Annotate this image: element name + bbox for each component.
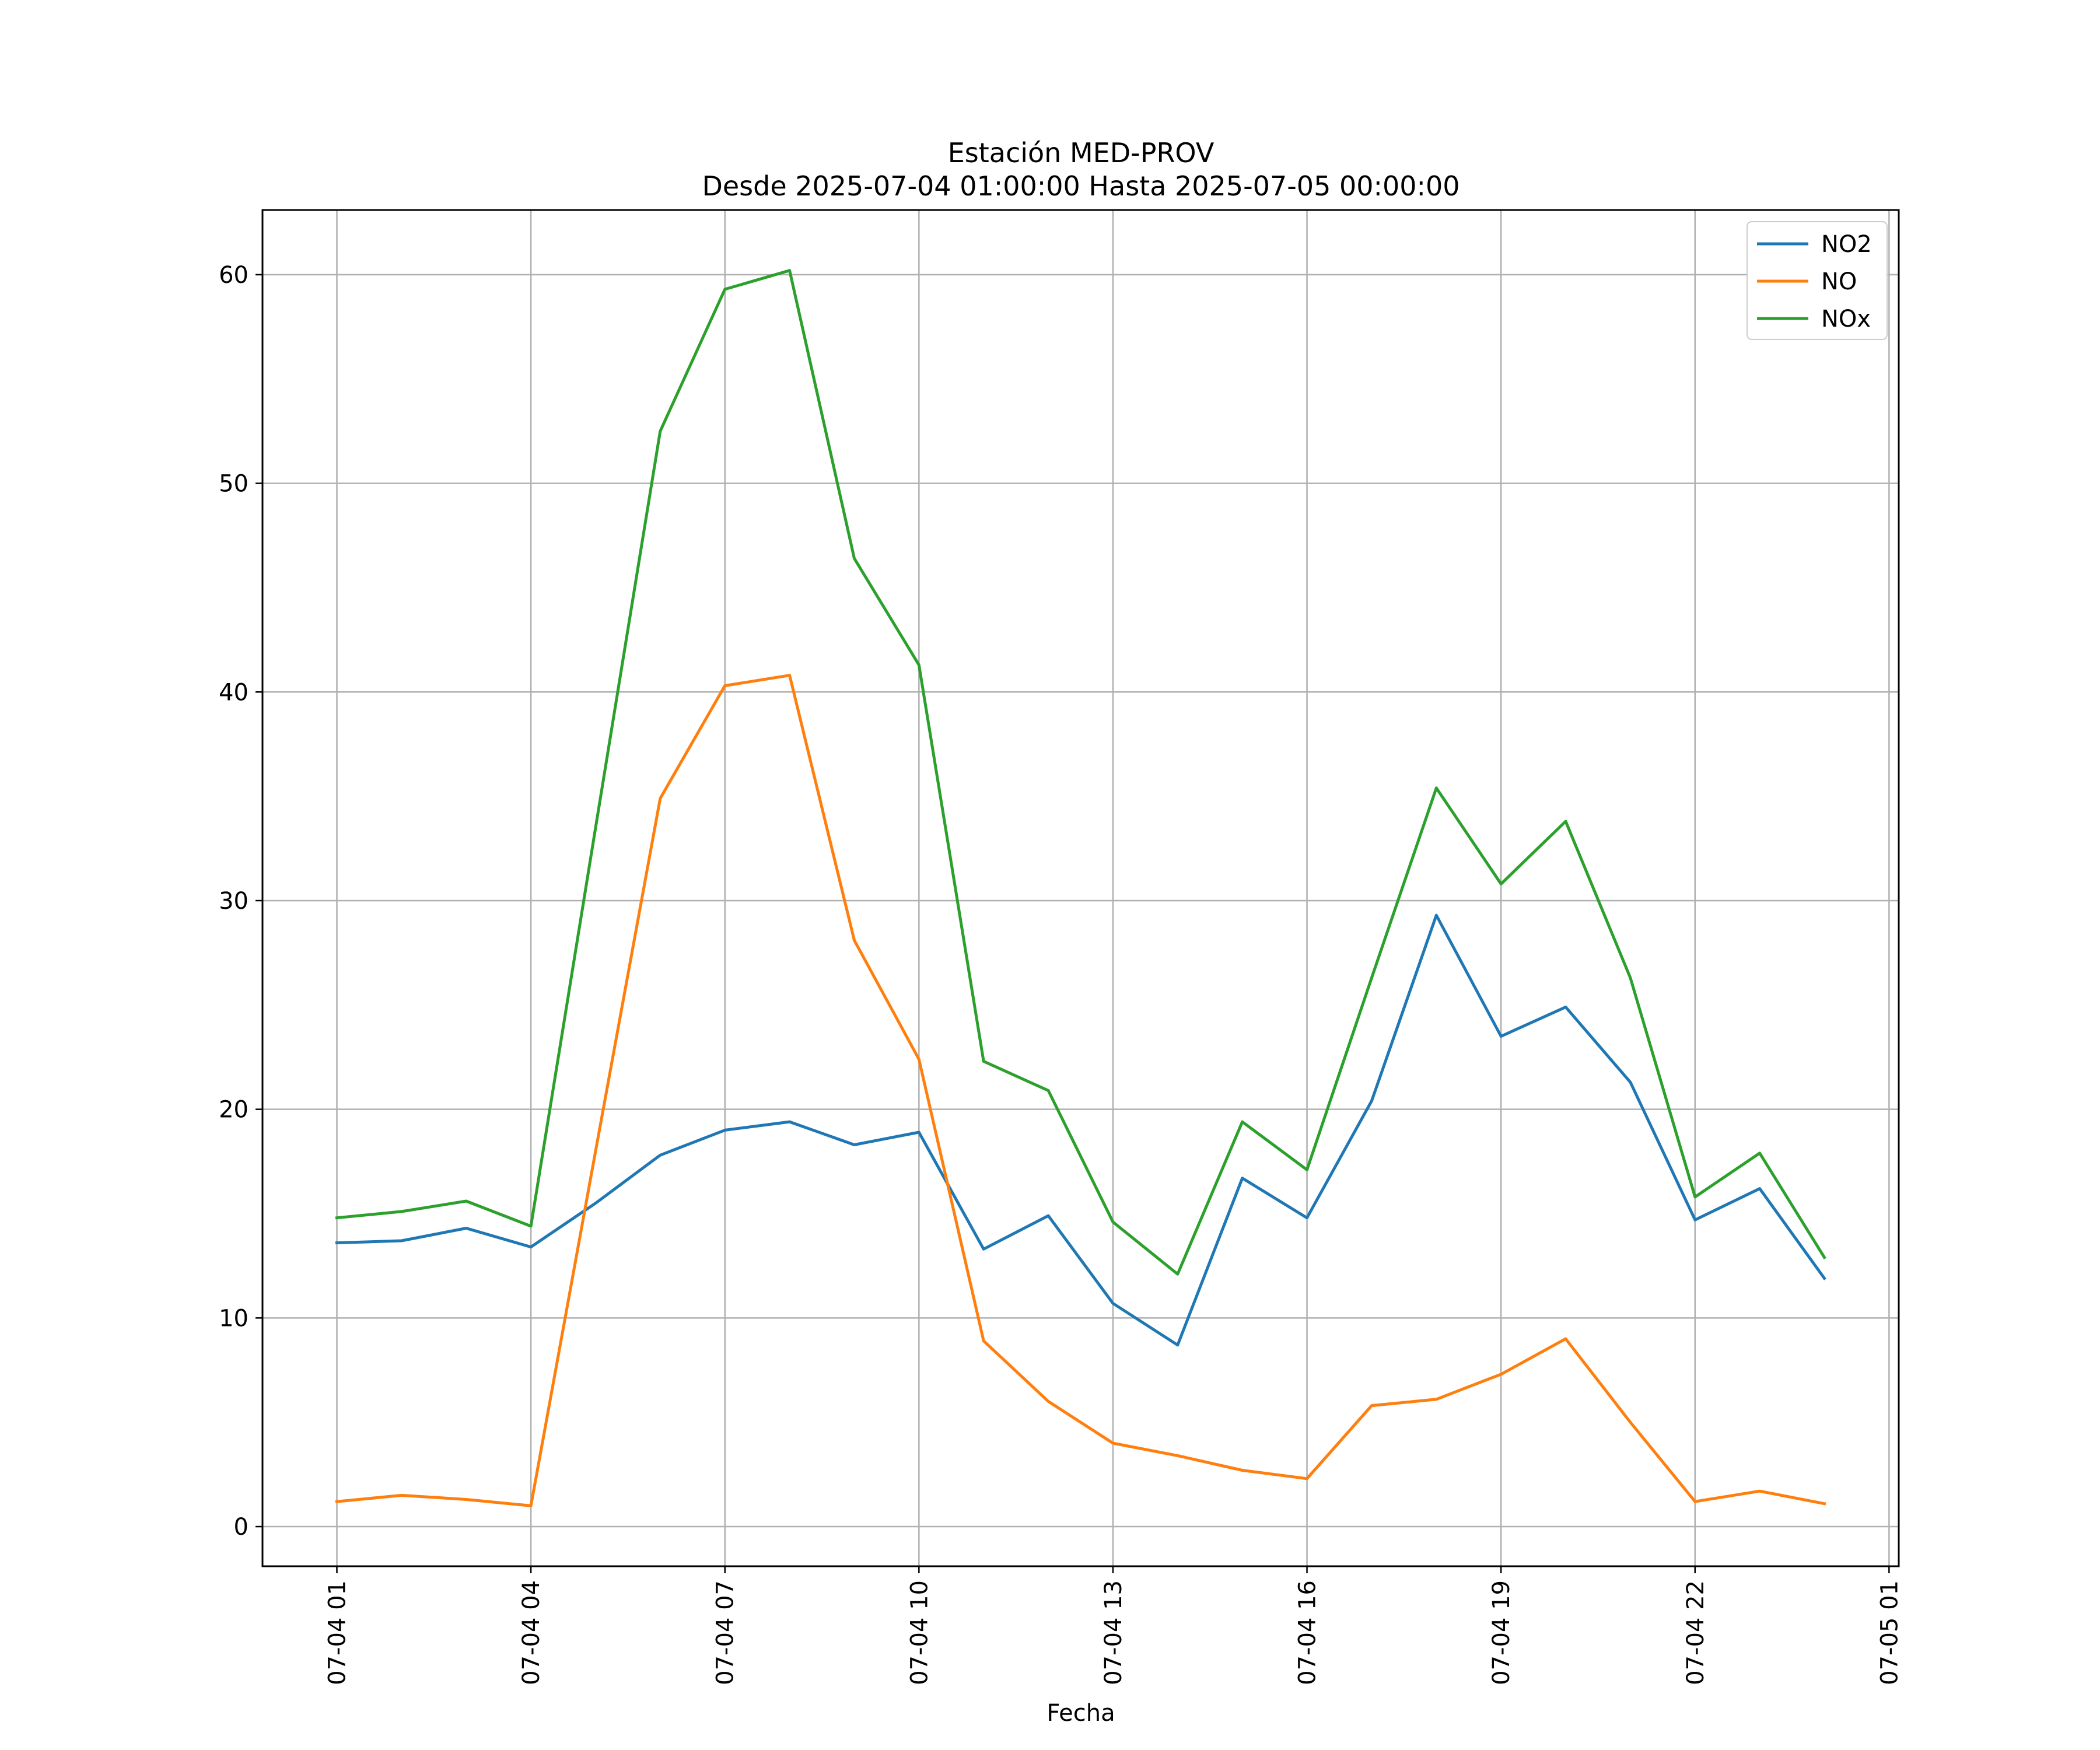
x-axis-label: Fecha	[1046, 1700, 1115, 1727]
series-lines	[335, 269, 1826, 1507]
y-tick-label: 10	[219, 1305, 249, 1332]
x-tick-label: 07-04 16	[1294, 1580, 1321, 1685]
legend: NO2 NO NOx	[1746, 221, 1888, 340]
x-tick-label: 07-04 07	[712, 1580, 739, 1685]
legend-box	[1746, 221, 1888, 340]
legend-label-no: NO	[1821, 268, 1857, 295]
y-tick-label: 0	[234, 1514, 249, 1541]
x-tick-label: 07-04 13	[1100, 1580, 1127, 1685]
series-line-nox	[335, 269, 1826, 1276]
y-tick-label: 30	[219, 888, 249, 915]
y-tick-label: 60	[219, 262, 249, 289]
chart-title: Estación MED-PROV	[948, 137, 1214, 169]
legend-label-nox: NOx	[1821, 306, 1871, 332]
x-tick-label: 07-05 01	[1876, 1580, 1903, 1685]
y-tick-label: 40	[219, 679, 249, 706]
chart-subtitle: Desde 2025-07-04 01:00:00 Hasta 2025-07-…	[702, 170, 1460, 202]
x-tick-label: 07-04 19	[1488, 1580, 1515, 1685]
x-tick-label: 07-04 22	[1682, 1580, 1709, 1685]
grid	[262, 210, 1899, 1566]
plot-frame	[261, 209, 1900, 1567]
series-line-no	[335, 674, 1826, 1507]
legend-label-no2: NO2	[1821, 231, 1872, 258]
x-tick-label: 07-04 10	[906, 1580, 933, 1685]
x-tick-label: 07-04 04	[518, 1580, 545, 1685]
axis-ticks: 0 10 20 30 40 50 60 07-04 01 07-04 04 07-04 07 07-…	[219, 262, 1903, 1685]
y-tick-label: 50	[219, 471, 249, 498]
y-tick-label: 20	[219, 1097, 249, 1124]
x-tick-label: 07-04 01	[324, 1580, 351, 1685]
